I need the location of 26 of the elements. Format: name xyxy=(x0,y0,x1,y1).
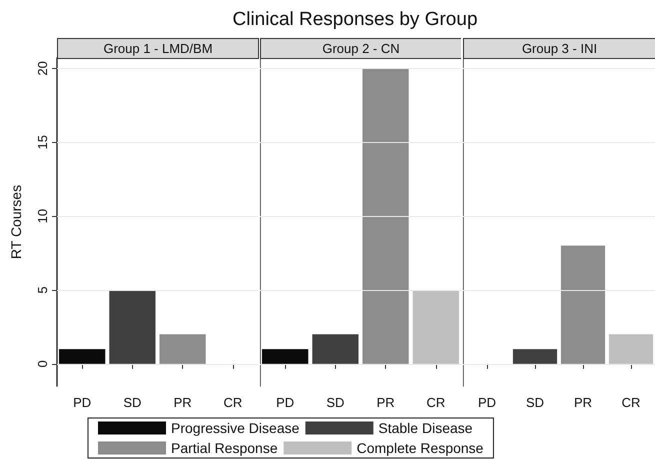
y-tick-label: 20 xyxy=(35,61,50,76)
x-tick-label: PD xyxy=(276,395,294,410)
x-tick-label: CR xyxy=(223,395,242,410)
x-tick-label: SD xyxy=(123,395,142,410)
y-tick-label: 0 xyxy=(35,360,50,368)
x-tick-label: CR xyxy=(622,395,640,410)
text: Clinical Responses by Group xyxy=(232,9,478,30)
x-tick-label: PD xyxy=(73,395,92,410)
y-tick-label: 5 xyxy=(35,286,50,294)
x-tick-label: PR xyxy=(376,395,395,410)
chart-subtitle: Group 2 - CN xyxy=(322,41,400,56)
chart-subtitle: Group 1 - LMD/BM xyxy=(103,41,213,56)
legend-label: Partial Response xyxy=(171,440,278,456)
y-axis-title: RT Courses xyxy=(8,184,24,260)
x-tick-label: SD xyxy=(526,395,544,410)
chart-subtitle: Group 3 - INI xyxy=(522,41,598,56)
x-tick-label: SD xyxy=(326,395,344,410)
legend-label: Stable Disease xyxy=(378,420,473,436)
legend-label: Complete Response xyxy=(356,440,484,456)
y-tick-label: 10 xyxy=(35,208,50,224)
x-tick-label: PD xyxy=(478,395,496,410)
y-tick-label: 15 xyxy=(35,134,50,150)
x-tick-label: CR xyxy=(426,395,446,410)
x-tick-label: PR xyxy=(174,395,192,410)
x-tick-label: PR xyxy=(574,395,592,410)
legend-label: Progressive Disease xyxy=(171,420,300,436)
